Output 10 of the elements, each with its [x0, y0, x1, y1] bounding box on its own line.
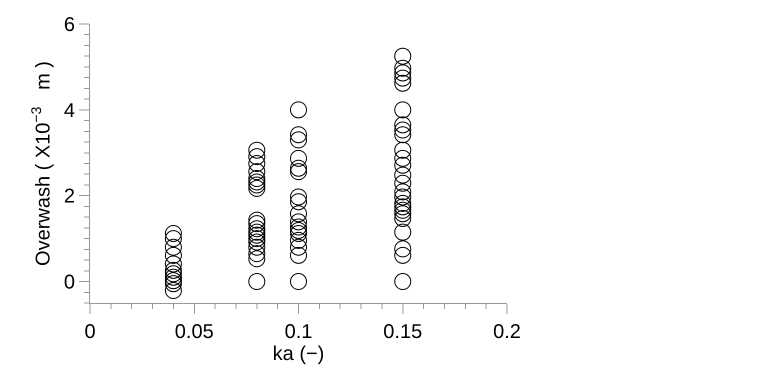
- x-tick-label: 0.15: [383, 321, 422, 343]
- y-tick-label: 6: [64, 14, 75, 36]
- y-tick-label: 4: [64, 100, 75, 122]
- x-axis-title: ka (−): [272, 343, 324, 365]
- x-tick-label: 0.05: [174, 321, 214, 343]
- y-tick-label: 2: [64, 186, 75, 208]
- x-tick-label: 0.2: [493, 321, 521, 343]
- y-tick-label: 0: [64, 272, 75, 294]
- x-tick-label: 0: [84, 321, 96, 343]
- x-tick-label: 0.1: [284, 321, 312, 343]
